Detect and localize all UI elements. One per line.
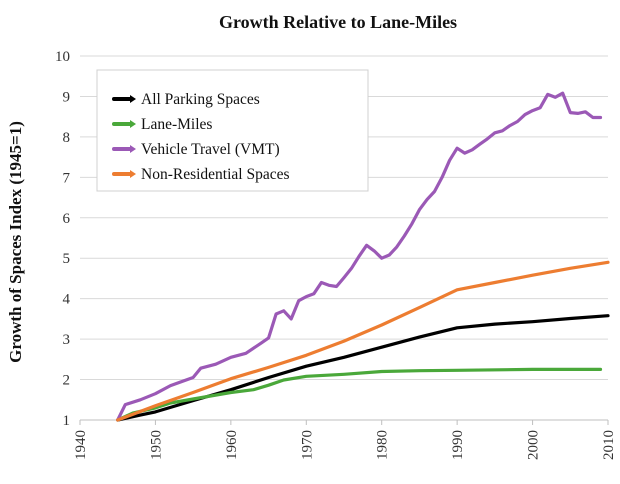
y-tick-label: 7 [63, 170, 71, 186]
x-tick-label: 1980 [375, 430, 391, 460]
legend-swatch-tip [130, 120, 136, 128]
series-line-2 [116, 367, 603, 422]
series-lines [116, 91, 610, 422]
series-line-4 [116, 260, 610, 422]
y-axis-label: Growth of Spaces Index (1945=1) [6, 121, 25, 363]
series-line-1 [116, 314, 610, 422]
x-tick-label: 1970 [299, 430, 315, 460]
chart-title: Growth Relative to Lane-Miles [219, 12, 457, 32]
y-tick-label: 10 [55, 49, 70, 65]
legend-swatch-tip [130, 170, 136, 178]
y-tick-label: 2 [63, 373, 71, 389]
x-tick-label: 1990 [450, 430, 466, 460]
legend: All Parking Spaces Lane-Miles Vehicle Trav… [96, 69, 369, 192]
y-tick-label: 4 [63, 292, 71, 308]
x-tick-label: 2010 [601, 430, 617, 460]
x-tick-label: 1960 [224, 430, 240, 460]
axes: 1 2 3 4 5 6 7 8 9 10 1940 1950 1960 1970 1980 1990 2000 2… [55, 49, 617, 460]
x-tick-label: 1940 [73, 430, 89, 460]
y-tick-label: 5 [63, 251, 71, 267]
x-tick-label: 1950 [148, 430, 164, 460]
y-tick-label: 9 [63, 89, 71, 105]
y-tick-label: 8 [63, 130, 71, 146]
legend-item-label: Lane-Miles [141, 116, 212, 133]
x-tick-label: 2000 [526, 430, 542, 460]
legend-swatch-tip [130, 95, 136, 103]
legend-item-label: All Parking Spaces [141, 91, 260, 108]
legend-swatch-tip [130, 145, 136, 153]
legend-item-label: Vehicle Travel (VMT) [141, 141, 280, 158]
y-tick-label: 1 [63, 413, 71, 429]
legend-item-label: Non-Residential Spaces [141, 166, 290, 183]
series-line-3 [116, 91, 603, 422]
y-tick-label: 3 [63, 332, 71, 348]
y-tick-label: 6 [63, 211, 71, 227]
legend-box [96, 69, 369, 192]
